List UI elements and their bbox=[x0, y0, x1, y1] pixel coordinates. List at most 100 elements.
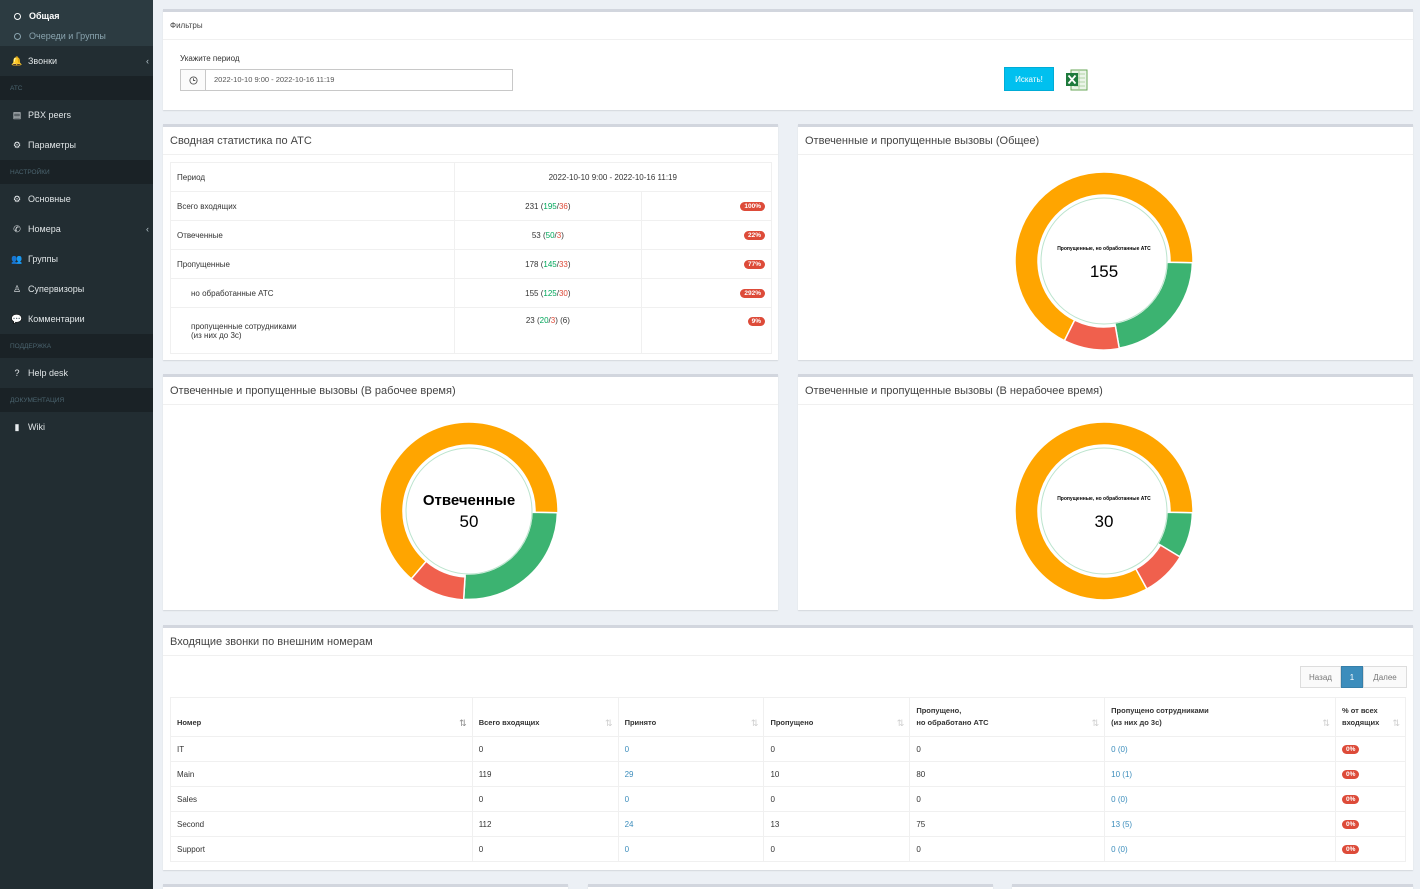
donut-segment-red[interactable] bbox=[1134, 544, 1182, 590]
sidebar-item[interactable]: ▤ PBX peers bbox=[0, 100, 153, 130]
cell-accepted[interactable]: 0 bbox=[617, 736, 765, 762]
donut-center-label: Пропущенные, но обработанные АТС bbox=[1057, 245, 1151, 252]
summary-row-value: 155 (125/30) bbox=[453, 278, 643, 308]
cell-missed: 0 bbox=[763, 736, 911, 762]
column-header[interactable]: Пропущено сотрудниками (из них до 3с) ⇅ bbox=[1104, 697, 1336, 737]
percent-badge: 0% bbox=[1341, 795, 1360, 804]
excel-export-icon[interactable] bbox=[1065, 68, 1089, 92]
cell-pbx: 0 bbox=[909, 836, 1106, 862]
donut-inner-ring bbox=[1040, 447, 1168, 575]
gear-icon: ⚙ bbox=[12, 193, 22, 204]
cell-accepted[interactable]: 0 bbox=[617, 786, 765, 812]
sidebar-item[interactable]: ♙ Супервизоры bbox=[0, 274, 153, 304]
column-header[interactable]: % от всех входящих ⇅ bbox=[1334, 697, 1407, 737]
donut-chart-nonwork: Пропущенные, но обработанные АТС 30 bbox=[1014, 421, 1194, 601]
sidebar-item-label: Звонки bbox=[28, 56, 58, 66]
summary-missed-part: 30 bbox=[558, 288, 568, 298]
sidebar-subitem[interactable]: Общая bbox=[0, 6, 153, 26]
cell-staff[interactable]: 13 (5) bbox=[1104, 811, 1336, 837]
chevron-left-icon: ‹ bbox=[146, 56, 149, 66]
sidebar-item-label: Help desk bbox=[28, 368, 69, 378]
cell-missed: 13 bbox=[763, 811, 911, 837]
sidebar-item[interactable]: 👥 Группы bbox=[0, 244, 153, 274]
donut-segment-green[interactable] bbox=[1113, 261, 1194, 349]
sidebar-item[interactable]: ⚙ Основные bbox=[0, 184, 153, 214]
summary-answered-part: 50 bbox=[545, 230, 555, 240]
pager-prev-button[interactable]: Назад bbox=[1300, 666, 1341, 688]
summary-missed-part: 33 bbox=[558, 259, 568, 269]
cell-staff[interactable]: 0 (0) bbox=[1104, 786, 1336, 812]
sidebar-item-label: Супервизоры bbox=[28, 284, 85, 294]
sort-icon[interactable]: ⇅ bbox=[1392, 718, 1400, 728]
sort-icon[interactable]: ⇅ bbox=[605, 718, 613, 728]
cell-staff[interactable]: 0 (0) bbox=[1104, 836, 1336, 862]
summary-row: но обработанные АТС 155 (125/30) 292% bbox=[170, 278, 772, 308]
sidebar-item[interactable]: ? Help desk bbox=[0, 358, 153, 388]
sidebar-item[interactable]: 🔔 Звонки ‹ bbox=[0, 46, 153, 76]
cell-name: Main bbox=[170, 761, 473, 787]
summary-row-value: 231 (195/36) bbox=[453, 191, 643, 221]
sidebar-item-label: PBX peers bbox=[28, 110, 72, 120]
summary-badge-cell: 22% bbox=[641, 220, 772, 250]
column-header[interactable]: Принято ⇅ bbox=[617, 697, 765, 737]
sidebar-item[interactable]: 💬 Комментарии bbox=[0, 304, 153, 334]
sort-icon[interactable]: ⇅ bbox=[896, 718, 905, 728]
sidebar-item-label: Номера bbox=[28, 224, 61, 234]
cell-accepted[interactable]: 0 bbox=[617, 836, 765, 862]
cell-pbx: 0 bbox=[909, 786, 1106, 812]
cell-staff[interactable]: 10 (1) bbox=[1104, 761, 1336, 787]
sort-icon[interactable]: ⇅ bbox=[1091, 718, 1100, 728]
summary-extra: (6) bbox=[557, 316, 570, 325]
column-header-line2: Номер bbox=[177, 718, 202, 727]
summary-badge-cell: 292% bbox=[641, 278, 772, 308]
chart-title-nonwork: Отвеченные и пропущенные вызовы (В нераб… bbox=[798, 377, 1413, 405]
column-header-line2: входящих bbox=[1341, 718, 1380, 727]
period-input[interactable]: 2022-10-10 9:00 - 2022-10-16 11:19 bbox=[180, 69, 513, 91]
summary-row-value: 23 (20/3) (6) bbox=[453, 307, 643, 354]
circle-icon bbox=[14, 12, 21, 20]
sidebar-item[interactable]: ✆ Номера ‹ bbox=[0, 214, 153, 244]
search-button[interactable]: Искать! bbox=[1004, 67, 1054, 91]
column-header-line1: % от всех bbox=[1341, 706, 1378, 715]
donut-inner-ring bbox=[1040, 197, 1168, 325]
column-header[interactable]: Номер ⇅ bbox=[170, 697, 473, 737]
pager-page-1[interactable]: 1 bbox=[1341, 666, 1363, 688]
user-tie-icon: ♙ bbox=[12, 283, 22, 294]
column-header-line2: Пропущено bbox=[770, 718, 814, 727]
column-header[interactable]: Пропущено ⇅ bbox=[763, 697, 911, 737]
column-header[interactable]: Всего входящих ⇅ bbox=[471, 697, 619, 737]
summary-badge-cell: 77% bbox=[641, 249, 772, 279]
cell-missed: 0 bbox=[763, 836, 911, 862]
donut-segment-orange[interactable] bbox=[1014, 421, 1194, 601]
column-header[interactable]: Пропущено, но обработано АТС ⇅ bbox=[909, 697, 1106, 737]
sidebar-item[interactable]: ⚙ Параметры bbox=[0, 130, 153, 160]
pager-next-button[interactable]: Далее bbox=[1363, 666, 1407, 688]
cell-total: 119 bbox=[471, 761, 619, 787]
chart-title-general: Отвеченные и пропущенные вызовы (Общее) bbox=[798, 127, 1413, 155]
cell-pct: 0% bbox=[1334, 736, 1407, 762]
summary-box: Сводная статистика по АТС Период 2022-10-… bbox=[163, 124, 778, 360]
percent-badge: 9% bbox=[747, 317, 765, 326]
chart-title-work: Отвеченные и пропущенные вызовы (В рабоч… bbox=[163, 377, 778, 405]
cell-staff[interactable]: 0 (0) bbox=[1104, 736, 1336, 762]
cell-total: 0 bbox=[471, 736, 619, 762]
donut-segment-orange[interactable] bbox=[1014, 171, 1194, 342]
sort-icon[interactable]: ⇅ bbox=[1322, 718, 1330, 728]
donut-segment-red[interactable] bbox=[1063, 319, 1121, 351]
sidebar-item-label: Параметры bbox=[28, 140, 76, 150]
donut-segment-red[interactable] bbox=[410, 560, 466, 601]
table-row: Sales 0 0 0 0 0 (0) 0% bbox=[170, 786, 1407, 812]
sidebar-subitem[interactable]: Очереди и Группы bbox=[0, 26, 153, 46]
sort-icon[interactable]: ⇅ bbox=[750, 718, 759, 728]
cell-name: Support bbox=[170, 836, 473, 862]
donut-segment-orange[interactable] bbox=[379, 421, 559, 580]
sidebar-item[interactable]: ▮ Wiki bbox=[0, 412, 153, 442]
bottom-box-3 bbox=[1012, 884, 1413, 889]
cell-accepted[interactable]: 24 bbox=[617, 811, 765, 837]
cell-total: 0 bbox=[471, 836, 619, 862]
chart-box-nonwork: Отвеченные и пропущенные вызовы (В нераб… bbox=[798, 374, 1413, 610]
cell-accepted[interactable]: 29 bbox=[617, 761, 765, 787]
sort-icon[interactable]: ⇅ bbox=[459, 718, 467, 728]
summary-total: 178 bbox=[525, 259, 539, 269]
summary-row-label: Пропущенные bbox=[170, 249, 455, 279]
